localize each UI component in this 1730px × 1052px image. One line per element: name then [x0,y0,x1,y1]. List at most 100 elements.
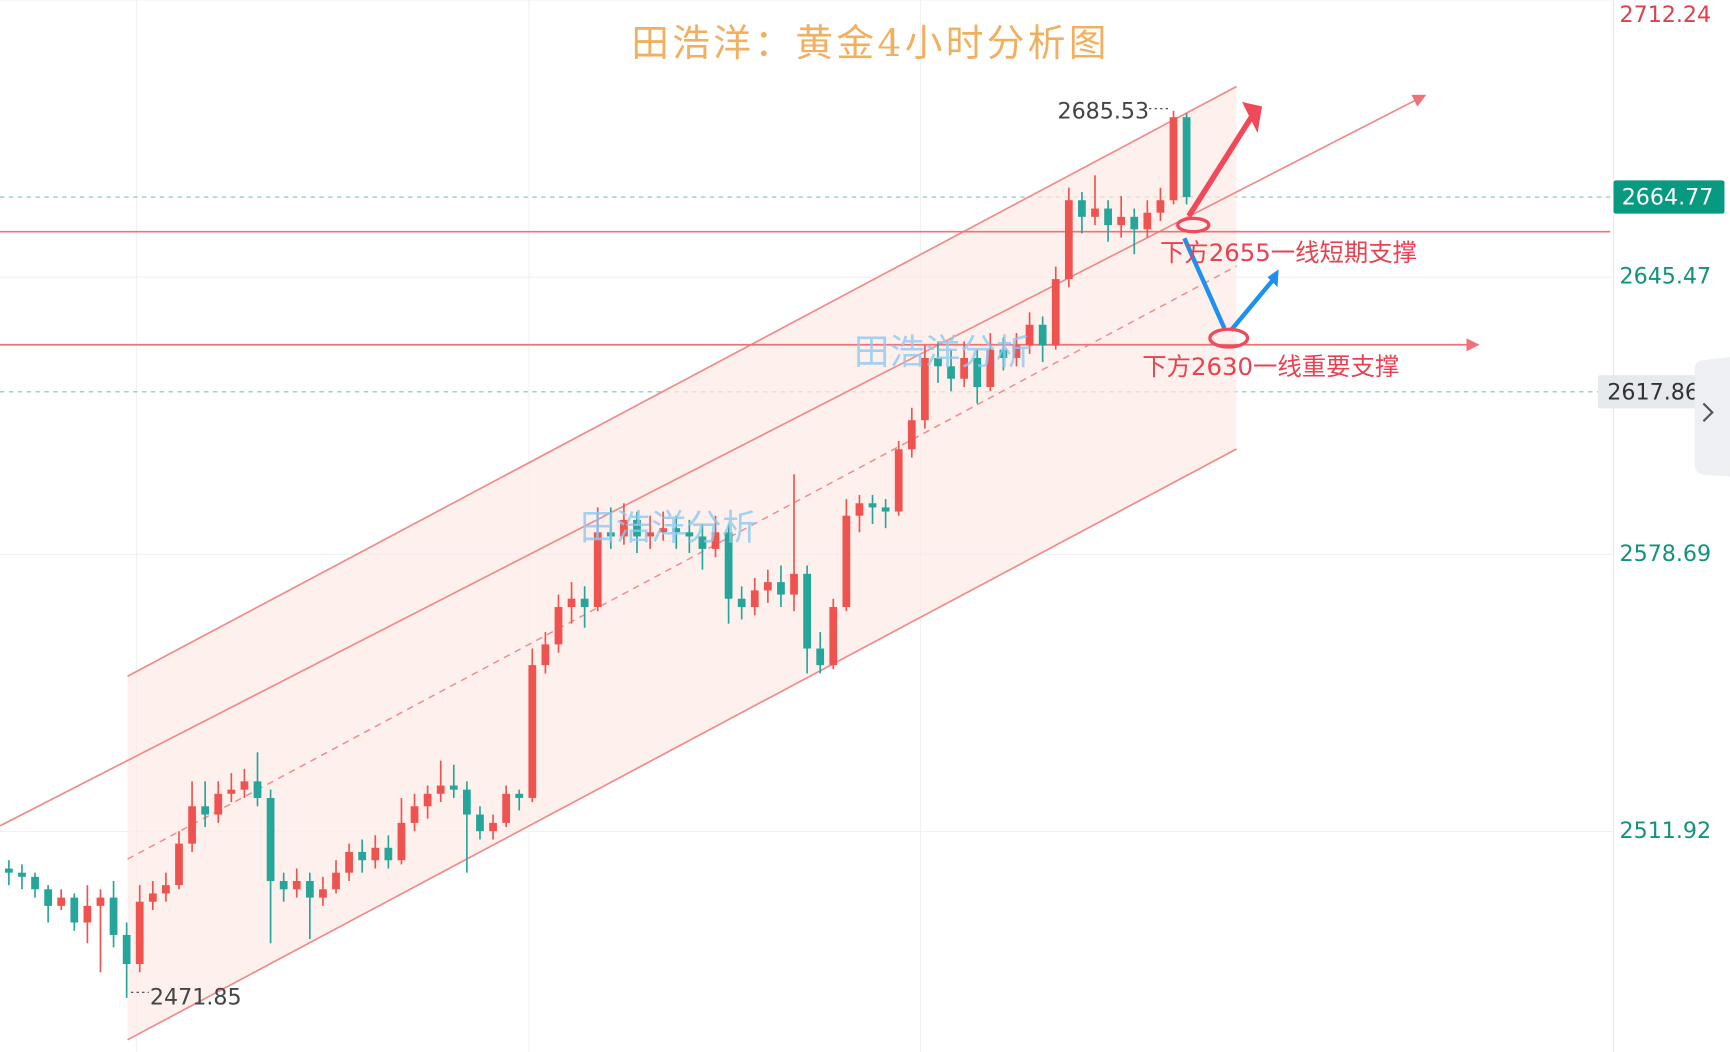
candle-body [580,598,589,608]
candle-body [907,420,916,450]
candle-body [96,897,105,906]
candle-body [1156,200,1165,213]
candle-body [305,880,314,898]
candle-body [1143,212,1152,230]
candle-body [567,598,576,608]
candle-body [1051,279,1060,346]
y-tick-label: 2578.69 [1620,541,1712,567]
candle-body [1117,216,1126,226]
candle-body [410,806,419,823]
arrow-down [1182,237,1227,330]
candle-body [1025,324,1034,346]
candle-body [829,607,838,666]
annotation: 下方2655一线短期支撑 [1160,238,1417,267]
candle-body [292,880,301,890]
candle-body [18,872,26,877]
watermark: 田浩洋分析 [854,332,1031,373]
arrow-up [1186,109,1258,218]
channel-mid [127,265,1237,860]
candle-body [1038,324,1047,346]
candle-body [855,503,864,516]
trend-line [0,94,1427,827]
candle-body [502,793,511,823]
candle-body [620,519,628,537]
channel-lower [127,448,1237,1041]
candle-body [633,519,641,537]
candle-body [737,598,746,608]
annotation: 下方2630一线重要支撑 [1142,352,1399,381]
candle-body [44,889,53,906]
candle-body [750,590,759,608]
high-label: 2685.53 [1057,98,1149,124]
candle-body [1182,117,1191,198]
low-label: 2471.85 [150,984,242,1010]
candle-body [83,905,92,923]
candle-body [659,528,668,533]
price-label: 2617.86 [1607,379,1699,405]
candle-body [1169,117,1178,201]
candle-body [319,889,327,898]
candle-body [672,528,681,533]
candle-body [986,349,995,388]
scroll-handle[interactable] [1694,356,1730,477]
candle-body [999,349,1008,358]
candle-body [476,814,484,832]
candle-body [188,806,196,844]
candle-body [57,897,66,906]
candle-body [4,868,13,873]
candle-body [31,876,39,890]
candle-body [711,532,720,549]
candle-body [528,665,537,798]
candle-body [384,847,393,861]
candle-body [489,822,497,832]
candle-body [606,532,615,537]
candle-body [135,901,144,965]
candle-body [541,644,550,666]
candle-body [345,851,353,873]
candle-body [227,789,236,794]
candle-body [515,793,524,798]
candle-body [724,532,733,599]
chart-title: 田浩洋：黄金4小时分析图 [631,21,1110,65]
chevron[interactable] [1702,402,1714,423]
candle-body [279,880,288,890]
candle-body [214,793,223,815]
candle-body [332,872,340,890]
candle-body [462,789,471,815]
candle-body [1012,345,1021,358]
candle-body [842,515,851,608]
candle-body [934,357,942,367]
candle-body [777,582,785,595]
candle-body [162,885,170,894]
candle-body [921,357,929,421]
price-label: 2664.77 [1622,185,1714,211]
candle-body [253,781,262,798]
candle-body [240,781,249,790]
candle-body [201,806,210,815]
price-box [1598,375,1701,409]
candle-body [1091,208,1099,217]
candle-body [947,366,955,379]
channel-upper [127,85,1237,677]
candle-body [973,357,982,388]
candle-body [122,934,131,965]
candle-body [397,822,406,861]
circle-mark [1208,327,1250,349]
candle-body [960,357,969,379]
candle-body [109,897,118,935]
candle-body [685,532,694,537]
candle-body [358,851,367,861]
watermark: 田浩洋分析 [580,507,757,548]
candle-body [175,843,183,886]
price-box [1613,180,1725,214]
candle-body [881,507,890,512]
candle-body [646,532,654,537]
candle-body [1130,216,1139,230]
candle-body [763,582,772,591]
y-tick-label: 2511.92 [1620,818,1712,844]
candle-body [698,536,707,549]
candle-body [1064,200,1073,280]
arrow-up [1229,275,1278,332]
candle-body [371,847,380,861]
